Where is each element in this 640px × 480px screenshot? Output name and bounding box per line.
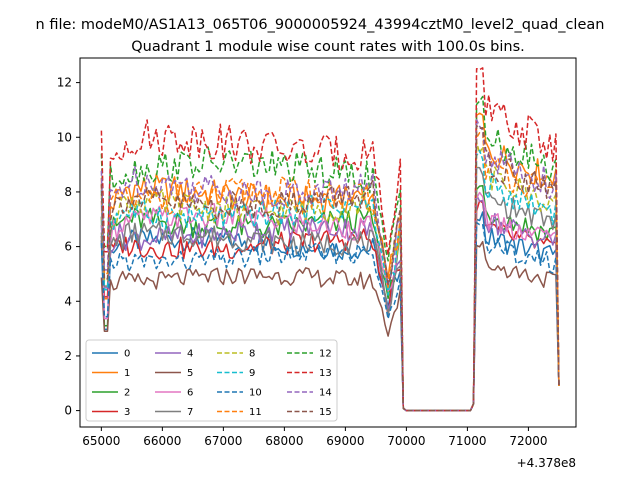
- legend-label-6: 6: [187, 388, 193, 399]
- legend-label-0: 0: [124, 349, 130, 360]
- series-line-4: [100, 194, 560, 412]
- legend-label-5: 5: [187, 368, 193, 379]
- y-axis: 0 2 4 6 8 10 12: [57, 76, 80, 418]
- y-tick-label: 0: [64, 404, 72, 418]
- legend-label-13: 13: [319, 368, 332, 379]
- legend-label-10: 10: [249, 388, 262, 399]
- legend-label-14: 14: [319, 388, 332, 399]
- legend-label-2: 2: [124, 388, 130, 399]
- y-tick-label: 12: [57, 76, 72, 90]
- legend-label-9: 9: [249, 368, 255, 379]
- series-line-15: [100, 124, 560, 412]
- series-layer: [100, 67, 560, 412]
- x-tick-label: 70000: [387, 434, 425, 448]
- series-line-12: [100, 95, 560, 412]
- legend-label-12: 12: [319, 349, 332, 360]
- x-tick-label: 72000: [509, 434, 547, 448]
- x-tick-label: 67000: [204, 434, 242, 448]
- x-offset-label: +4.378e8: [517, 456, 576, 470]
- y-tick-label: 8: [64, 185, 72, 199]
- legend-label-1: 1: [124, 368, 130, 379]
- legend-label-15: 15: [319, 407, 332, 418]
- x-tick-label: 71000: [448, 434, 486, 448]
- series-line-7: [100, 166, 560, 412]
- series-line-10: [100, 221, 560, 412]
- series-line-13: [100, 67, 560, 412]
- figure-suptitle: n file: modeM0/AS1A13_065T06_9000005924_…: [36, 17, 605, 33]
- legend-label-8: 8: [249, 349, 255, 360]
- legend-label-3: 3: [124, 407, 130, 418]
- chart-title: Quadrant 1 module wise count rates with …: [131, 39, 525, 55]
- x-tick-label: 69000: [326, 434, 364, 448]
- legend-label-11: 11: [249, 407, 262, 418]
- y-tick-label: 2: [64, 349, 72, 363]
- x-tick-label: 65000: [82, 434, 120, 448]
- series-line-5: [100, 240, 560, 412]
- series-line-2: [100, 185, 560, 412]
- plot-frame: [79, 57, 577, 428]
- x-axis: 65000 66000 67000 68000 69000 70000 71000 72000: [82, 427, 548, 448]
- y-tick-label: 10: [57, 130, 72, 144]
- legend-label-4: 4: [187, 349, 193, 360]
- y-tick-label: 6: [64, 240, 72, 254]
- x-tick-label: 66000: [143, 434, 181, 448]
- y-tick-label: 4: [64, 294, 72, 308]
- series-line-9: [100, 149, 560, 412]
- legend-label-7: 7: [187, 407, 193, 418]
- x-tick-label: 68000: [265, 434, 303, 448]
- legend-box: [85, 339, 338, 422]
